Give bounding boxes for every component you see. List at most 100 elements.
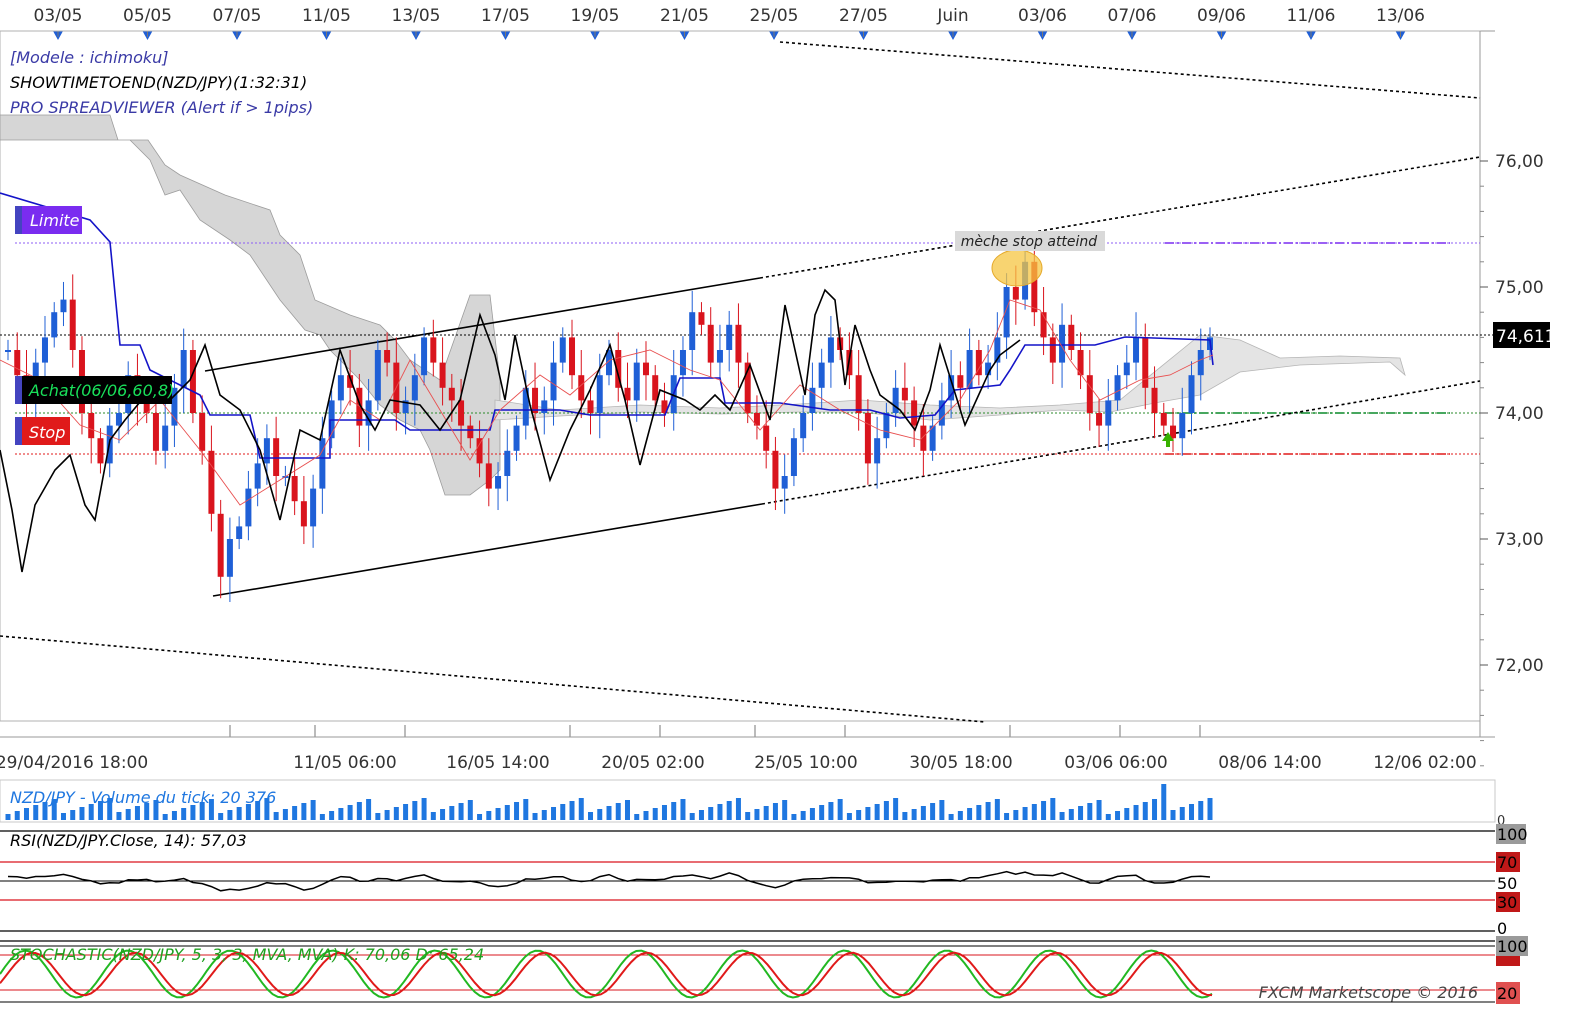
volume-bar	[1068, 809, 1074, 820]
volume-bar	[985, 802, 991, 820]
volume-bar	[883, 801, 889, 820]
price-label: 73,00	[1495, 530, 1544, 550]
candle-body	[744, 362, 751, 413]
candle-body	[1170, 425, 1177, 439]
candle-body	[5, 350, 11, 352]
volume-bar	[1133, 805, 1139, 820]
candle-body	[1179, 413, 1186, 439]
annotation-text: mèche stop atteind	[961, 234, 1098, 250]
candle-body	[698, 312, 705, 325]
volume-bar	[911, 809, 917, 820]
candle-body	[726, 324, 733, 350]
volume-bar	[421, 798, 427, 820]
volume-bar	[1105, 814, 1111, 820]
candle-body	[504, 450, 511, 476]
volume-bar	[33, 805, 39, 820]
volume-bar	[171, 811, 177, 820]
candle-body	[606, 350, 612, 376]
volume-bar	[698, 810, 704, 820]
limit-tag[interactable]: Limite	[15, 206, 82, 234]
candle-body	[374, 350, 381, 401]
candle-body	[1142, 337, 1149, 388]
volume-bar	[236, 807, 242, 820]
main-plot-frame	[0, 30, 1481, 722]
rsi-line	[7, 870, 1211, 892]
volume-bar	[865, 807, 871, 820]
time-label: 29/04/2016 18:00	[0, 753, 148, 773]
candle-body	[679, 350, 686, 376]
candlesticks	[5, 244, 1213, 602]
candle-body	[458, 400, 465, 426]
candle-body	[189, 350, 196, 413]
volume-bar	[846, 813, 852, 820]
rsi-title: RSI(NZD/JPY.Close, 14): 57,03	[10, 831, 247, 850]
volume-bar	[717, 804, 723, 820]
volume-bar	[1170, 810, 1176, 820]
time-label: 30/05 18:00	[909, 753, 1012, 773]
volume-bar	[301, 803, 307, 820]
candle-body	[596, 375, 603, 413]
price-label: 72,00	[1495, 656, 1544, 676]
volume-bar	[745, 812, 751, 820]
volume-bar	[97, 801, 103, 820]
svg-text:Limite: Limite	[30, 211, 80, 230]
time-label: 12/06 02:00	[1373, 753, 1476, 773]
top-date-label: 21/05	[660, 6, 709, 26]
candle-body	[411, 375, 418, 401]
time-label: 11/05 06:00	[293, 753, 396, 773]
candle-body	[300, 501, 307, 527]
candle-body	[1059, 324, 1066, 363]
volume-bar	[874, 804, 880, 820]
volume-bar	[310, 800, 316, 820]
volume-bar	[800, 811, 806, 820]
volume-bar	[42, 802, 48, 820]
candle-body	[1031, 261, 1038, 313]
candle-body	[809, 387, 816, 413]
volume-bar	[199, 802, 205, 820]
candle-body	[171, 387, 178, 426]
volume-bar	[893, 798, 899, 820]
tenkan-line	[0, 299, 1214, 506]
stop-tag[interactable]: Stop	[15, 417, 70, 445]
candle-body	[430, 337, 437, 363]
volume-bar	[1179, 807, 1185, 820]
buy-tag[interactable]: Achat(06/06,60,8)	[15, 376, 174, 404]
volume-bar	[578, 798, 584, 820]
annotation-box	[955, 231, 1105, 251]
volume-bar	[680, 799, 686, 820]
top-date-label: 07/05	[213, 6, 262, 26]
volume-bar	[1207, 798, 1213, 820]
candle-body	[467, 425, 474, 439]
top-date-label: 03/05	[34, 6, 83, 26]
price-label: 75,00	[1495, 278, 1544, 298]
volume-bar	[449, 806, 455, 820]
volume-bar	[1189, 804, 1195, 820]
volume-bar	[218, 813, 224, 820]
svg-text:0: 0	[1497, 919, 1507, 938]
candle-body	[587, 400, 594, 413]
candle-body	[689, 312, 696, 350]
candle-body	[199, 413, 206, 451]
volume-bar	[1115, 811, 1121, 820]
volume-bar	[1078, 806, 1084, 820]
vertical-gridlines	[229, 725, 1201, 737]
rsi-level-labels: 100 70 50 30 0	[1496, 824, 1528, 938]
volume-bar	[930, 803, 936, 820]
candle-body	[550, 362, 557, 401]
candle-body	[911, 400, 918, 426]
candle-body	[1040, 312, 1047, 338]
candle-body	[513, 425, 520, 451]
top-date-label: 11/06	[1287, 6, 1336, 26]
volume-bar	[292, 806, 298, 820]
volume-bar	[486, 811, 492, 820]
volume-bar	[726, 801, 732, 820]
candle-body	[485, 463, 492, 489]
volume-bar	[338, 808, 344, 820]
volume-bar	[532, 813, 538, 820]
volume-bar	[430, 812, 436, 820]
candle-body	[800, 413, 807, 439]
candle-body	[495, 476, 502, 489]
volume-bar	[606, 806, 612, 820]
volume-bar	[14, 811, 20, 820]
volume-bar	[689, 813, 695, 820]
